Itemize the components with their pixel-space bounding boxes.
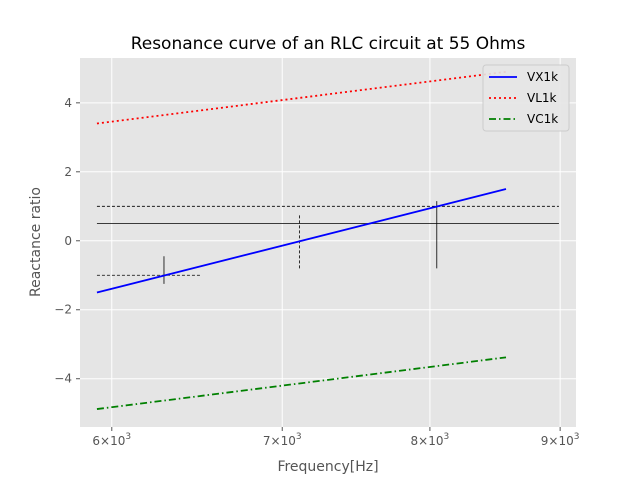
- series-line-vx1k: [96, 188, 507, 294]
- x-tick-label: 6×103: [92, 432, 131, 448]
- y-tick-label: 0: [64, 234, 72, 248]
- y-tick-label: −4: [54, 372, 72, 386]
- y-axis-ticks: −4 −2 0 2 4: [54, 96, 80, 386]
- y-tick-label: −2: [54, 303, 72, 317]
- series-line-vc1k: [96, 356, 507, 410]
- y-axis-label: Reactance ratio: [28, 187, 44, 297]
- series-lines: [96, 70, 507, 410]
- x-tick-label: 9×103: [541, 432, 580, 448]
- x-tick-label: 8×103: [411, 432, 450, 448]
- x-axis-ticks: 6×103 7×103 8×103 9×103: [92, 427, 579, 448]
- legend-label: VX1k: [527, 70, 558, 84]
- series-line-vl1k: [96, 70, 507, 125]
- y-tick-label: 2: [64, 165, 72, 179]
- x-tick-label: 7×103: [263, 432, 302, 448]
- x-axis-label: Frequency[Hz]: [277, 459, 378, 475]
- legend-label: VC1k: [527, 112, 558, 126]
- legend: VX1k VL1k VC1k: [482, 64, 570, 132]
- chart-title: Resonance curve of an RLC circuit at 55 …: [131, 34, 526, 54]
- legend-label: VL1k: [527, 91, 557, 105]
- y-tick-label: 4: [64, 96, 72, 110]
- legend-box: [482, 64, 570, 132]
